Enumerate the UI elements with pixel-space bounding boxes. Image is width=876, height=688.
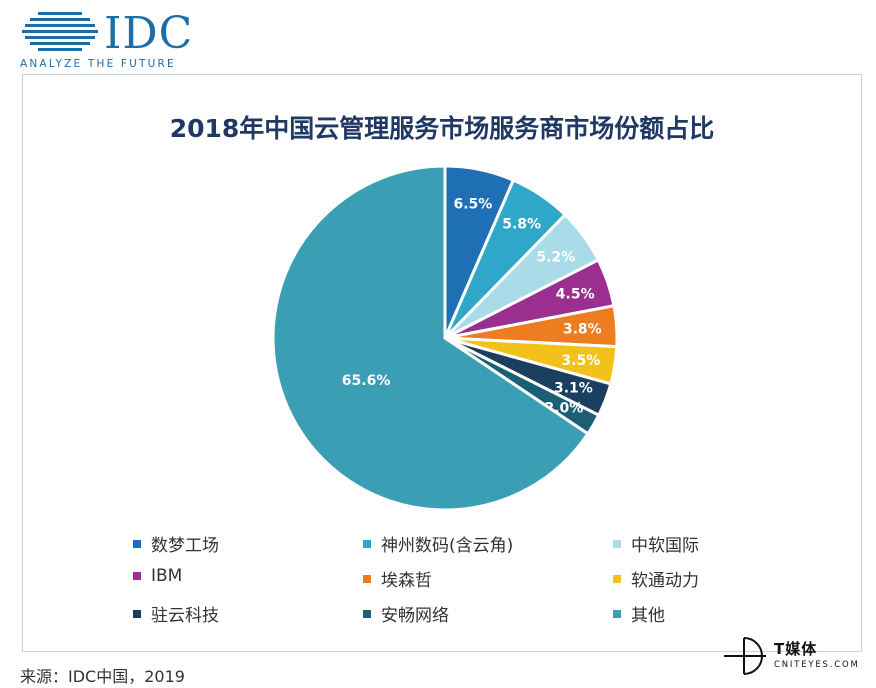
legend-swatch [133,539,141,548]
pie-chart: 6.5%5.8%5.2%4.5%3.8%3.5%3.1%2.0%65.6% [271,164,619,512]
chart-card: 2018年中国云管理服务市场服务商市场份额占比 6.5% 5.8% 5.2% 4.5%… [22,74,862,652]
legend-swatch [133,609,141,618]
logo-tagline: ANALYZE THE FUTURE [20,58,176,70]
legend-item-5: 软通动力 [613,566,699,591]
legend-item-0: 数梦工场 [133,531,219,556]
legend-label: 数梦工场 [151,536,219,556]
pie-data-label-3: 4.5% [556,286,595,302]
pie-data-label-2: 5.2% [536,249,575,265]
logo-text: IDC [104,8,194,59]
legend-item-8: 其他 [613,601,665,626]
legend-label: 驻云科技 [151,606,219,626]
legend-label: 中软国际 [631,536,699,556]
legend-swatch [613,574,621,583]
chart-title: 2018年中国云管理服务市场服务商市场份额占比 [169,114,715,143]
legend-label: 安畅网络 [381,606,449,626]
pie-slice-8 [271,164,590,512]
pie-data-label-6: 3.1% [554,380,593,396]
pie-data-label-0: 6.5% [453,196,492,212]
legend-item-2: 中软国际 [613,531,699,556]
legend-item-3: IBM [133,566,182,586]
pie-data-label-1: 5.8% [502,217,541,233]
watermark-title: T媒体 [774,640,818,658]
idc-globe-icon [22,12,98,51]
source-note: 来源：IDC中国，2019 [20,667,185,686]
legend-swatch [613,539,621,548]
legend-item-4: 埃森哲 [363,566,432,591]
legend-label: 神州数码(含云角) [381,536,514,556]
legend-item-6: 驻云科技 [133,601,219,626]
pie-data-label-8: 65.6% [342,373,391,389]
legend-item-7: 安畅网络 [363,601,449,626]
legend-swatch [363,609,371,618]
legend-swatch [363,539,371,548]
pie-data-label-5: 3.5% [561,353,600,369]
legend-swatch [613,609,621,618]
legend-label: 其他 [631,606,665,626]
legend-swatch [133,572,141,580]
idc-logo: IDC ANALYZE THE FUTURE [14,8,204,74]
watermark-subtitle: CNITEYES.COM [774,660,860,670]
watermark-logo-icon [724,637,766,675]
legend-label: 软通动力 [631,571,699,591]
legend-swatch [363,574,371,583]
pie-data-label-4: 3.8% [563,321,602,337]
legend-label: IBM [151,566,183,586]
watermark: T媒体 CNITEYES.COM [722,628,872,684]
legend-item-1: 神州数码(含云角) [363,531,513,556]
legend-label: 埃森哲 [381,571,432,591]
